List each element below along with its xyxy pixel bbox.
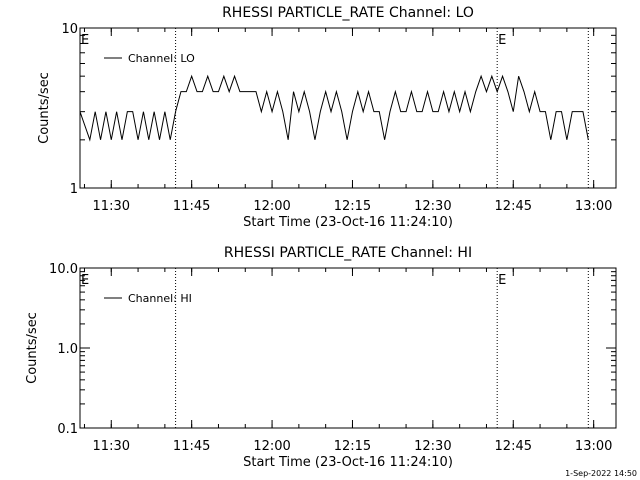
chart2-x-tick-label: 12:15 <box>334 439 371 454</box>
chart2-event-marker-label: E <box>498 273 506 288</box>
chart2-title: RHESSI PARTICLE_RATE Channel: HI <box>224 245 472 261</box>
chart2-x-tick-label: 11:45 <box>173 439 210 454</box>
chart2-y-tick-label: 10.0 <box>49 262 78 277</box>
chart1-x-axis-label: Start Time (23-Oct-16 11:24:10) <box>243 215 453 230</box>
chart1-x-tick-label: 11:30 <box>93 199 130 214</box>
chart1-y-tick-label: 10 <box>61 22 78 37</box>
chart2-x-tick-label: 11:30 <box>93 439 130 454</box>
chart2-event-marker-label: E <box>81 273 89 288</box>
chart2-x-tick-label: 12:00 <box>253 439 290 454</box>
footer-timestamp: 1-Sep-2022 14:50 <box>565 469 637 478</box>
chart1-x-tick-label: 11:45 <box>173 199 210 214</box>
chart2-y-tick-label: 1.0 <box>57 342 78 357</box>
chart1-x-tick-label: 12:15 <box>334 199 371 214</box>
chart1-legend-label: Channel: LO <box>128 52 195 65</box>
chart1-plot-frame <box>79 27 617 189</box>
chart2-y-tick-label: 0.1 <box>57 422 78 437</box>
chart1-x-tick-label: 12:30 <box>414 199 451 214</box>
chart1-series-line <box>79 74 589 142</box>
chart1-title: RHESSI PARTICLE_RATE Channel: LO <box>222 5 474 21</box>
chart2-x-tick-label: 12:45 <box>495 439 532 454</box>
chart2-x-tick-label: 12:30 <box>414 439 451 454</box>
chart1-event-marker-label: E <box>498 33 506 48</box>
chart2-y-axis-label: Counts/sec <box>25 312 40 384</box>
chart2-x-axis-label: Start Time (23-Oct-16 11:24:10) <box>243 455 453 470</box>
chart1-event-marker-label: E <box>81 33 89 48</box>
chart2-legend-label: Channel: HI <box>128 292 192 305</box>
chart1-y-tick-label: 1 <box>70 182 78 197</box>
chart1-x-tick-label: 12:45 <box>495 199 532 214</box>
chart1-x-tick-label: 13:00 <box>575 199 612 214</box>
chart1-y-axis-label: Counts/sec <box>37 72 52 144</box>
chart1-x-tick-label: 12:00 <box>253 199 290 214</box>
chart2-x-tick-label: 13:00 <box>575 439 612 454</box>
